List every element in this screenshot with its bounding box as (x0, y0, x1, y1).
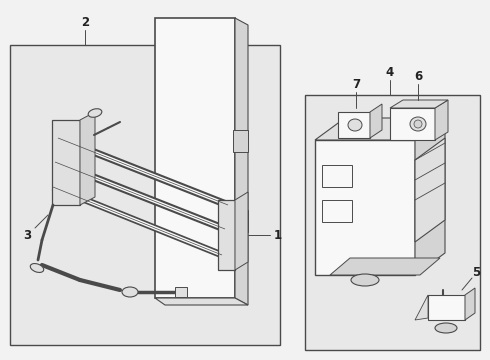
Polygon shape (415, 295, 428, 320)
Polygon shape (155, 298, 248, 305)
Polygon shape (465, 288, 475, 320)
Polygon shape (315, 118, 445, 140)
Bar (322, 200, 352, 222)
Polygon shape (330, 258, 440, 275)
Ellipse shape (351, 274, 379, 286)
Bar (322, 165, 352, 187)
Polygon shape (390, 108, 435, 140)
Ellipse shape (414, 120, 422, 128)
Polygon shape (338, 112, 370, 138)
Text: 4: 4 (386, 66, 394, 78)
Polygon shape (235, 192, 248, 270)
Polygon shape (80, 112, 95, 205)
Polygon shape (428, 295, 465, 320)
Bar (175, 287, 187, 297)
Text: 1: 1 (274, 229, 282, 242)
Polygon shape (370, 104, 382, 138)
Polygon shape (235, 18, 248, 305)
Ellipse shape (30, 264, 44, 273)
Text: 3: 3 (23, 229, 31, 242)
Text: 5: 5 (472, 266, 480, 279)
Text: 6: 6 (414, 69, 422, 82)
Polygon shape (390, 100, 448, 108)
Polygon shape (415, 138, 445, 242)
Bar (233, 130, 248, 152)
Ellipse shape (348, 119, 362, 131)
Ellipse shape (435, 323, 457, 333)
Bar (233, 210, 248, 232)
Text: 2: 2 (81, 15, 89, 28)
Ellipse shape (88, 109, 102, 117)
Polygon shape (435, 100, 448, 140)
Polygon shape (155, 18, 235, 298)
Bar (10, 45, 280, 345)
Ellipse shape (122, 287, 138, 297)
Polygon shape (218, 200, 235, 270)
Bar (305, 95, 480, 350)
Ellipse shape (410, 117, 426, 131)
Text: 7: 7 (352, 77, 360, 90)
Polygon shape (315, 140, 415, 275)
Polygon shape (415, 118, 445, 275)
Polygon shape (52, 120, 80, 205)
